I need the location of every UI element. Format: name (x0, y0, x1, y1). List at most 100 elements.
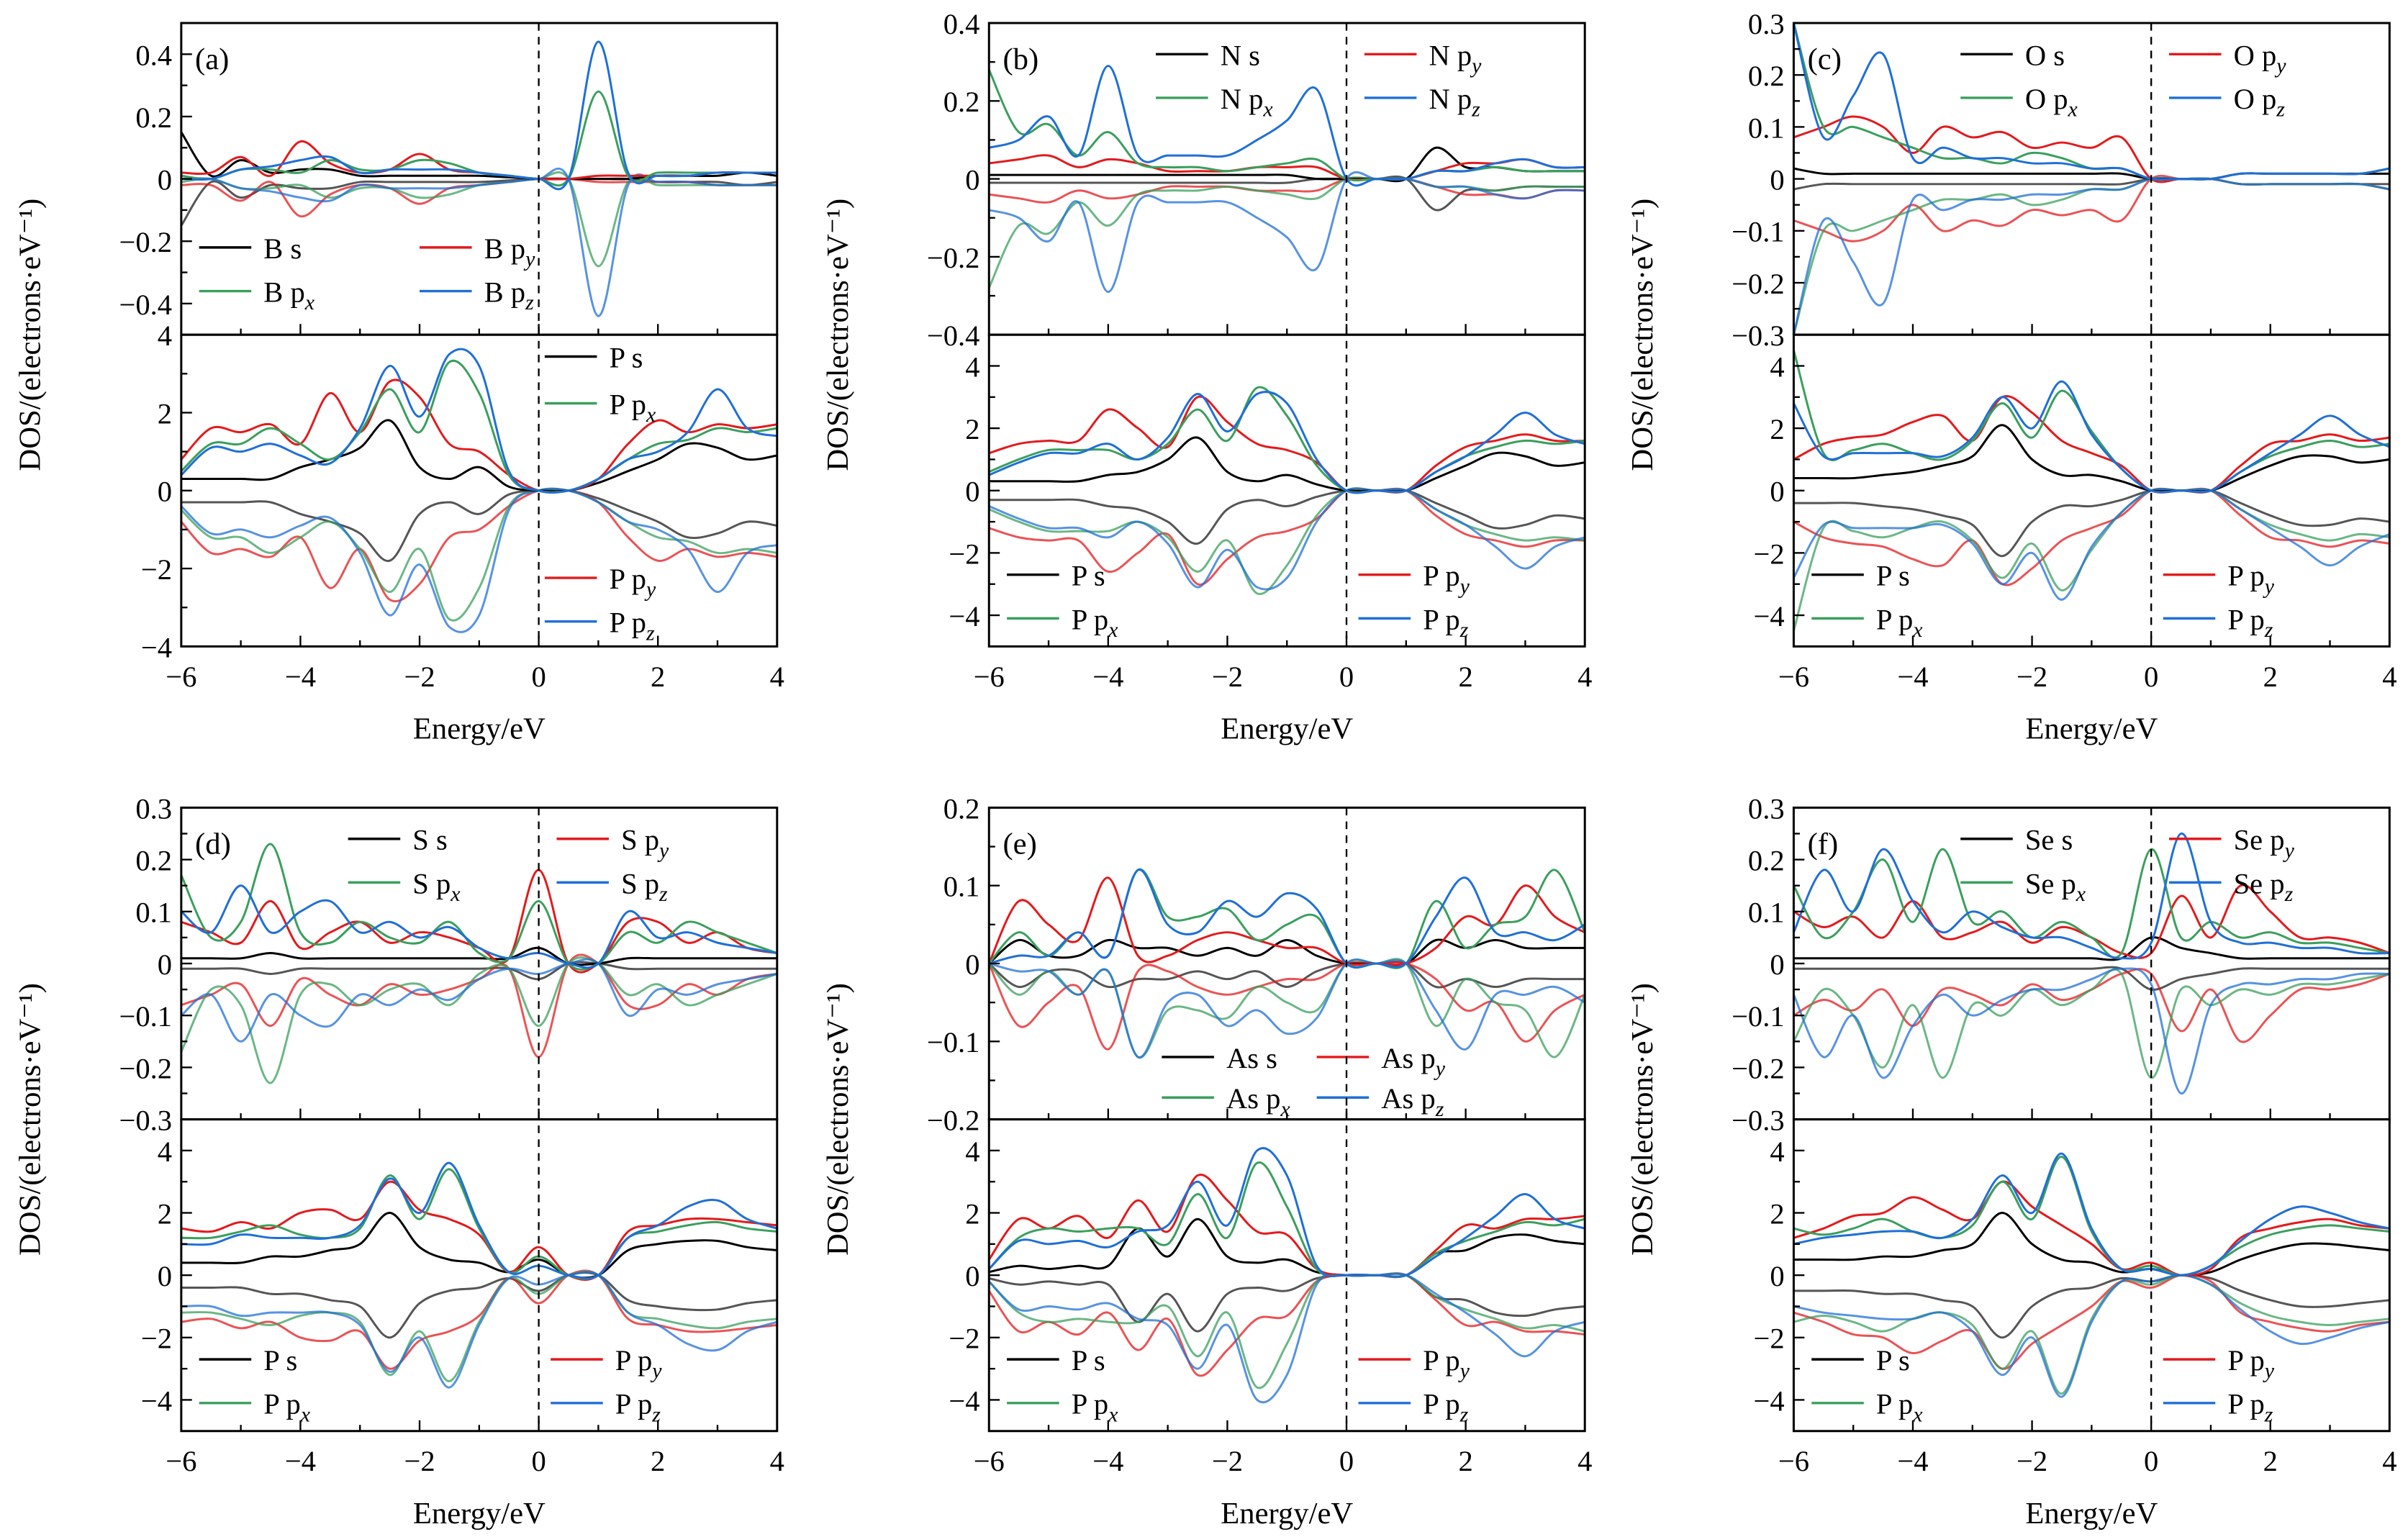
legend-label: P pz (615, 1388, 661, 1427)
legend-item-py: S py (556, 824, 669, 862)
legend-item-px: B px (199, 276, 315, 314)
legend-label: P s (1072, 560, 1105, 592)
curves (1793, 350, 2390, 632)
lower-y-tick-label: 4 (965, 1135, 979, 1168)
legend-label: B py (484, 232, 535, 271)
panel-label: (f) (1808, 827, 1839, 861)
spin-down-curve-P-px (181, 487, 777, 622)
x-tick-label: −6 (1778, 661, 1809, 693)
legend-item-s: P s (1811, 560, 1910, 592)
legend-item-px: P px (1007, 1388, 1118, 1426)
spin-up-curve-P-pz (181, 348, 777, 494)
legend-item-s: P s (1007, 560, 1105, 592)
legend-label: N s (1221, 39, 1260, 71)
x-tick-label: −6 (974, 661, 1005, 693)
spin-down-curve-P-px (181, 1270, 777, 1382)
legend-label-subscript: x (304, 291, 315, 314)
legend-label-main: P p (263, 1388, 300, 1420)
spin-down-curve-O-py (1793, 174, 2390, 242)
legend-label-main: B p (263, 276, 304, 308)
upper-axes-frame (1792, 806, 2391, 1121)
legend-label: P py (610, 563, 656, 602)
upper-y-tick-label: −0.3 (119, 1105, 173, 1137)
lower-y-tick-label: −4 (1753, 1384, 1784, 1417)
upper-y-tick-label: −0.3 (1732, 1105, 1785, 1137)
legend-item-px: P px (1007, 603, 1118, 642)
legend-item-pz: P pz (1358, 1388, 1469, 1426)
legend-label: O pz (2234, 83, 2286, 122)
lower-y-tick-label: 0 (158, 1260, 172, 1292)
legend-label-main: B p (484, 276, 525, 308)
legend-label-main: S s (412, 824, 447, 856)
spin-down-curve-P-px (989, 1272, 1585, 1389)
spin-up-curve-S-pz (181, 884, 777, 969)
upper-y-tick-label: 0 (158, 164, 172, 196)
spin-up-curve-S-s (181, 946, 777, 966)
lower-y-tick-label: −2 (949, 1323, 979, 1355)
spin-down-curve-N-pz (989, 171, 1585, 294)
legend-label-subscript: y (523, 248, 535, 271)
upper-y-tick-label: 0 (965, 948, 979, 981)
legend-label: P s (1072, 1344, 1105, 1377)
legend-label: As s (1226, 1042, 1277, 1074)
x-tick-label: −4 (1092, 661, 1123, 693)
legend-label-main: P p (2227, 560, 2264, 592)
upper-y-tick-label: 0.2 (135, 845, 172, 877)
legend-label-main: P p (610, 563, 646, 595)
panel-label: (b) (1002, 42, 1038, 76)
x-tick-label: −2 (404, 1445, 435, 1477)
x-tick-label: −4 (285, 661, 316, 693)
legend-item-s: P s (1007, 1344, 1105, 1377)
x-tick-label: 4 (2382, 1445, 2396, 1477)
x-axis-label: Energy/eV (1221, 1497, 1353, 1531)
legend-label: Se pz (2234, 867, 2294, 906)
legend-label: Se px (2025, 867, 2086, 906)
spin-up-curve-Se-py (1793, 884, 2390, 959)
legend-label: P s (263, 1344, 297, 1377)
spin-up-curve-As-pz (989, 869, 1585, 969)
upper-y-tick-label: 0.1 (135, 897, 172, 929)
lower-y-tick-label: 0 (965, 1260, 979, 1292)
x-tick-label: −4 (1897, 661, 1928, 693)
spin-up-curve-P-py (181, 378, 777, 494)
x-tick-label: −2 (1212, 1445, 1243, 1477)
legend-label-main: B p (484, 232, 525, 265)
upper-y-tick-label: 0.2 (943, 792, 980, 825)
x-axis-label: Energy/eV (1221, 712, 1353, 745)
upper-y-tick-label: −0.4 (927, 319, 980, 352)
legend-item-py: O py (2169, 39, 2286, 78)
curves (989, 65, 1585, 294)
legend-item-px: P px (199, 1388, 311, 1426)
legend-item-s: S s (348, 824, 448, 856)
spin-down-curve-P-s (1793, 489, 2390, 558)
legend-label-subscript: y (2274, 54, 2286, 78)
x-tick-label: 2 (651, 1445, 665, 1477)
legend-label-main: N p (1429, 83, 1472, 115)
legend-label: N py (1429, 39, 1482, 78)
spin-up-curve-P-py (989, 1173, 1585, 1279)
spin-down-curve-As-s (989, 961, 1585, 989)
spin-up-curve-P-px (181, 1168, 777, 1280)
lower-y-tick-label: 4 (158, 319, 172, 352)
x-tick-label: 4 (770, 661, 784, 693)
legend-label: S s (412, 824, 447, 856)
x-tick-label: 2 (2263, 1445, 2278, 1477)
upper-y-tick-label: −0.3 (1732, 319, 1785, 352)
upper-y-tick-label: 0.4 (135, 39, 172, 71)
spin-down-curve-P-s (989, 489, 1585, 545)
legend-label-subscript: z (1435, 1097, 1444, 1121)
spin-up-curve-Se-pz (1793, 833, 2390, 960)
legend-label: Se s (2025, 824, 2073, 856)
spin-down-curve-P-px (1793, 488, 2390, 632)
upper-y-tick-label: −0.1 (119, 1000, 173, 1033)
x-tick-label: 0 (1339, 1445, 1354, 1477)
curves (181, 40, 777, 317)
upper-y-tick-label: 0 (965, 164, 979, 196)
legend-item-pz: P pz (544, 607, 655, 645)
spin-up-curve-P-s (989, 1218, 1585, 1278)
legend-item-px: P px (1811, 1388, 1923, 1426)
spin-down-curve-As-px (989, 958, 1585, 1059)
